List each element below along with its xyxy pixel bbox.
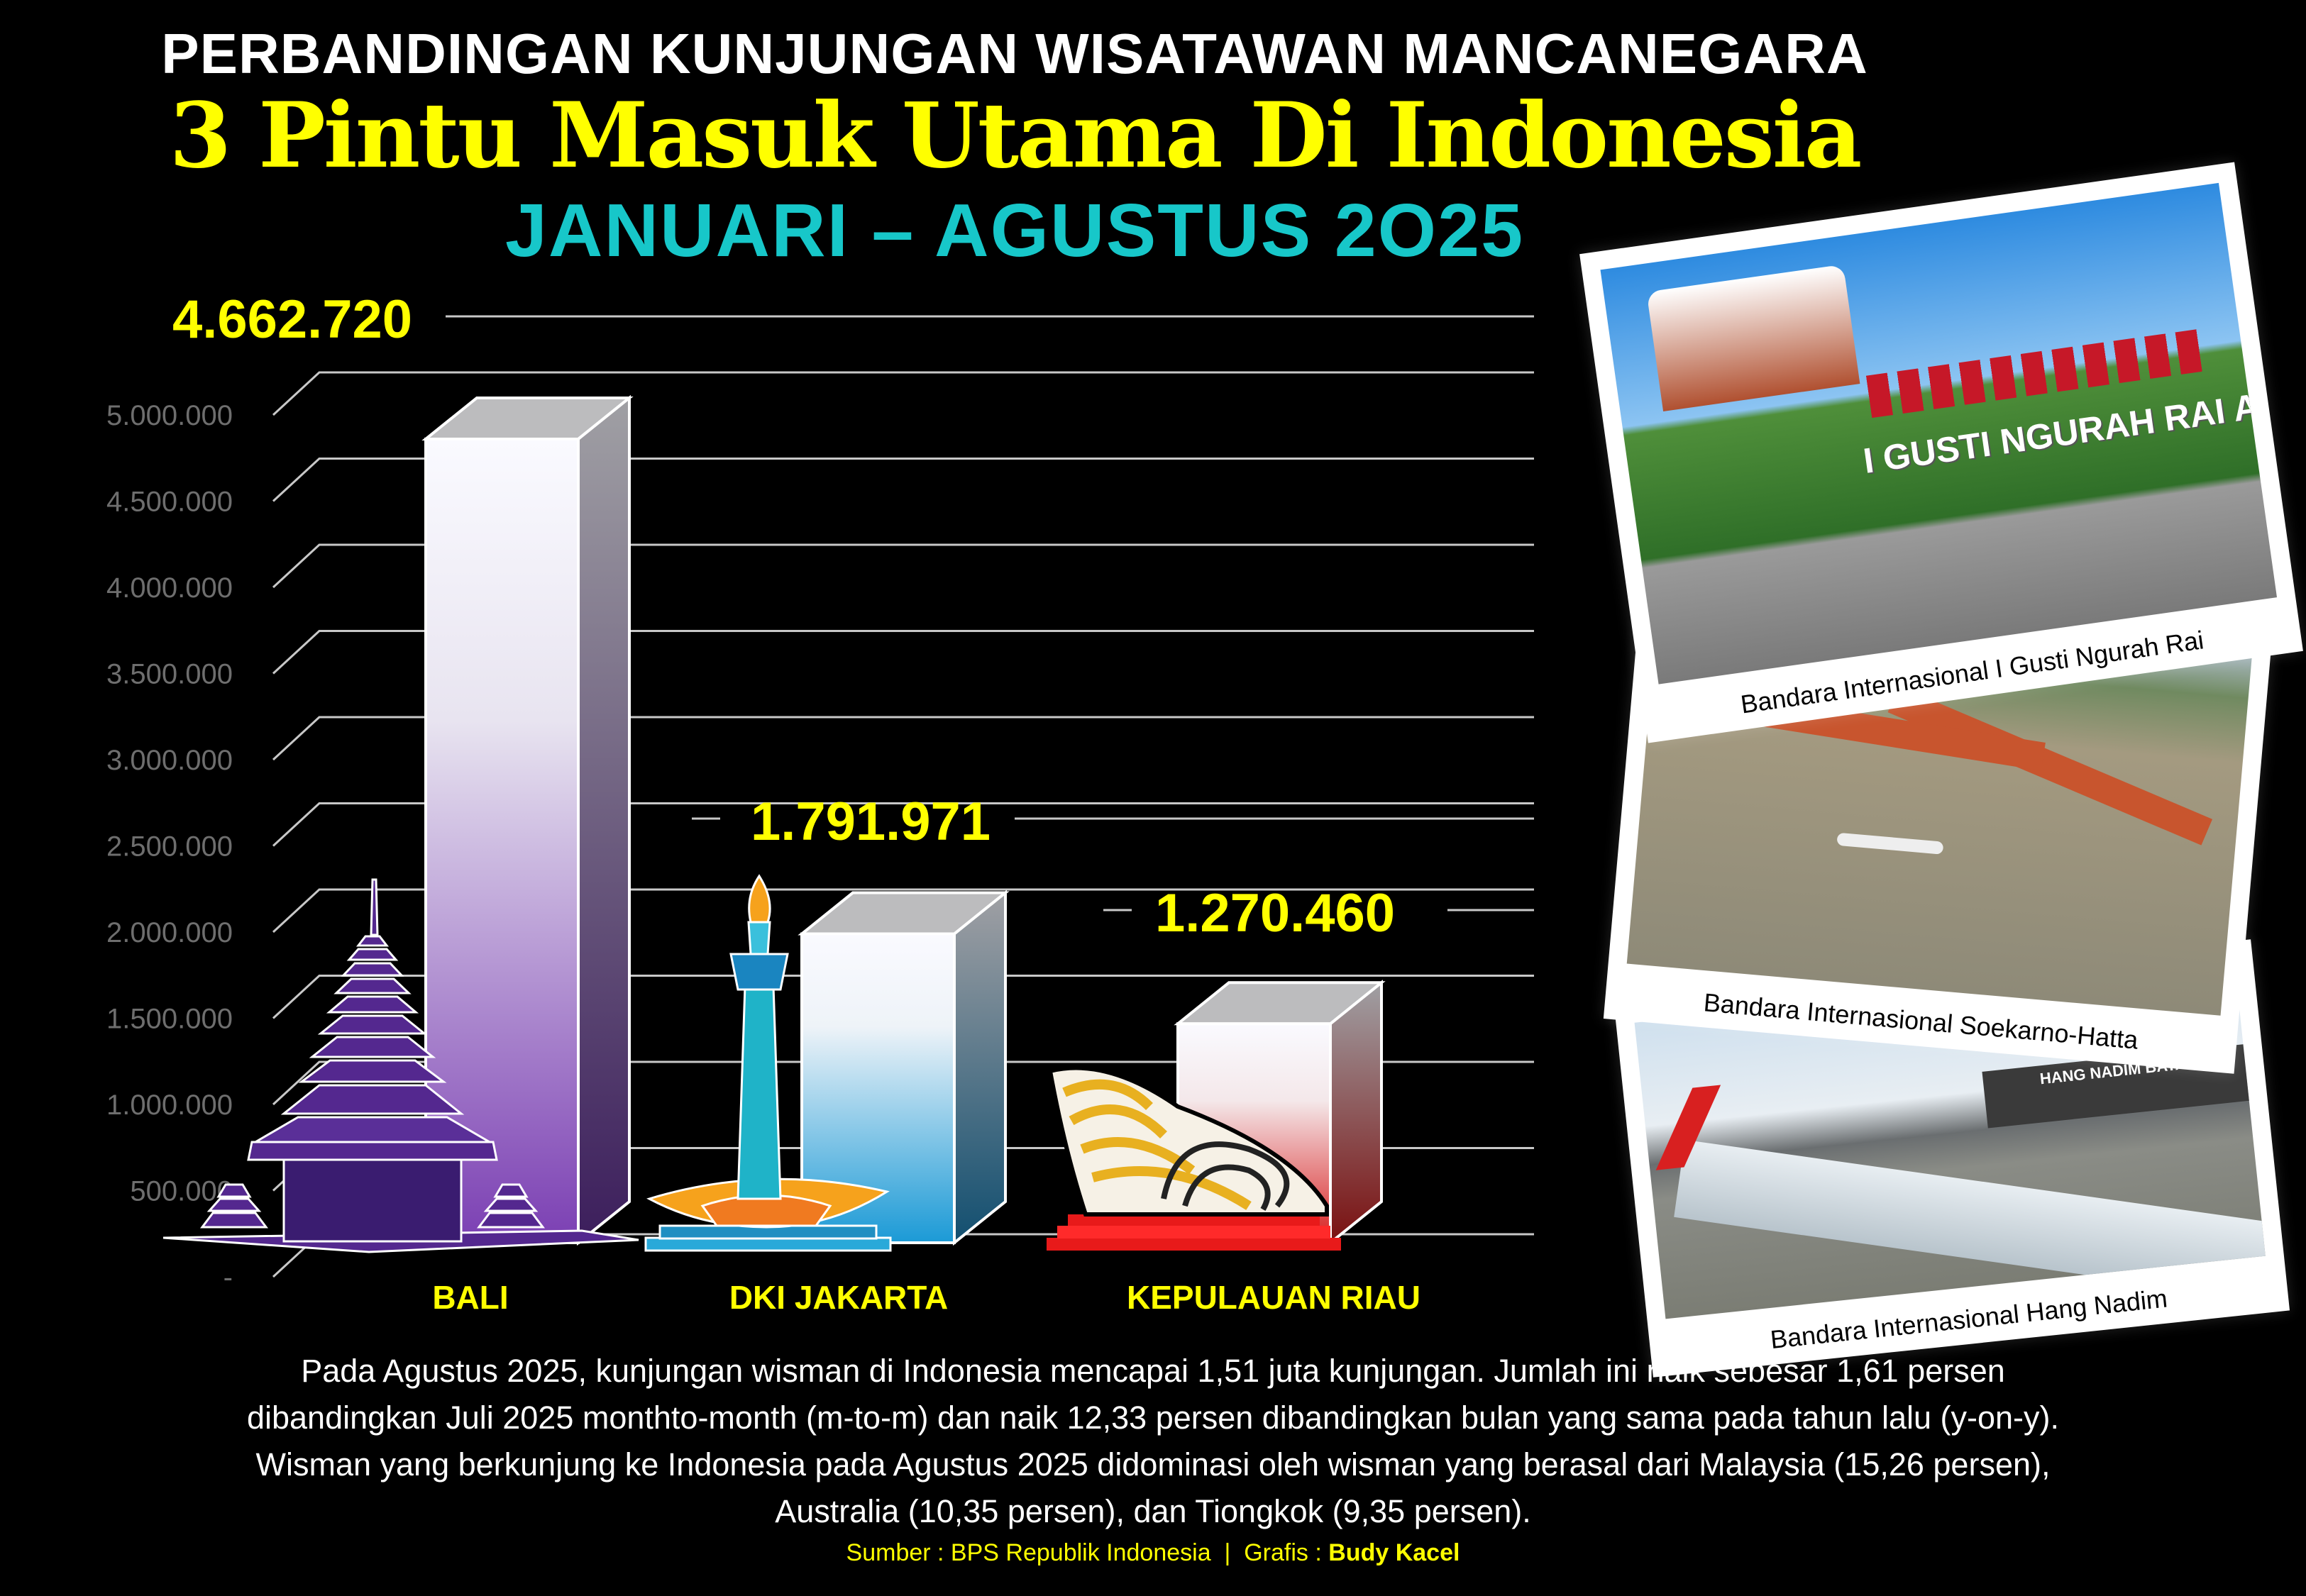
bali-pagoda-illustration — [162, 878, 639, 1253]
bar-side-face — [953, 890, 1007, 1246]
y-tick-label: 2.000.000 — [106, 917, 233, 948]
y-tick-label: - — [224, 1262, 233, 1293]
gridline — [272, 543, 1534, 589]
data-label: 1.791.971 — [751, 792, 991, 852]
gridline — [272, 630, 1534, 675]
bar-side-face — [577, 394, 631, 1246]
gridline — [272, 802, 1534, 847]
terminal-roof — [1646, 264, 1860, 411]
bar-bali — [421, 394, 634, 1246]
y-tick-label: 4.000.000 — [106, 572, 233, 604]
y-tick-label: 3.000.000 — [106, 745, 233, 776]
y-tick-label: 2.500.000 — [106, 831, 233, 863]
airplane — [1836, 832, 1944, 855]
terminal-roof — [1887, 686, 2213, 846]
gridline — [272, 371, 1534, 416]
monas-illustration — [644, 874, 892, 1252]
y-tick-label: 4.500.000 — [106, 487, 233, 518]
source-credit: Sumber : BPS Republik Indonesia | Grafis… — [0, 1539, 2306, 1567]
shell-illustration — [1047, 1065, 1341, 1251]
data-label: 4.662.720 — [172, 289, 412, 350]
y-tick-label: 5.000.000 — [106, 400, 233, 431]
description-paragraph: Pada Agustus 2025, kunjungan wisman di I… — [0, 1348, 2306, 1535]
y-tick-label: 1.000.000 — [106, 1090, 233, 1121]
paragraph-line: Australia (10,35 persen), dan Tiongkok (… — [775, 1493, 1531, 1529]
title-line1: PERBANDINGAN KUNJUNGAN WISATAWAN MANCANE… — [161, 22, 1868, 85]
paragraph-line: Wisman yang berkunjung ke Indonesia pada… — [255, 1446, 2051, 1483]
bar-front-face — [424, 437, 580, 1245]
gridline — [272, 1060, 1534, 1106]
source-text: Sumber : BPS Republik Indonesia | Grafis… — [846, 1539, 1329, 1566]
gridline — [272, 716, 1534, 761]
category-label: DKI JAKARTA — [729, 1279, 948, 1316]
y-tick-label: 500.000 — [130, 1176, 233, 1207]
author-name: Budy Kacel — [1328, 1539, 1460, 1566]
title-line3: JANUARI – AGUSTUS 2O25 — [504, 189, 1525, 272]
category-label: BALI — [432, 1279, 508, 1316]
title-line2: 3 Pintu Masuk Utama Di Indonesia — [169, 83, 1863, 188]
gridline — [272, 458, 1534, 502]
data-label: 1.270.460 — [1155, 883, 1395, 943]
photo-ngurah-rai: I GUSTI NGURAH RAI AIRPORT Bandara Inter… — [1579, 162, 2303, 743]
y-tick-label: 3.500.000 — [106, 659, 233, 690]
gridline — [272, 888, 1534, 933]
gridline — [272, 975, 1534, 1019]
category-label: KEPULAUAN RIAU — [1127, 1279, 1420, 1316]
bar-side-face — [1329, 980, 1383, 1246]
y-tick-label: 1.500.000 — [106, 1004, 233, 1035]
paragraph-line: dibandingkan Juli 2025 monthto-month (m-… — [246, 1400, 2060, 1436]
paragraph-line: Pada Agustus 2025, kunjungan wisman di I… — [301, 1353, 2005, 1389]
